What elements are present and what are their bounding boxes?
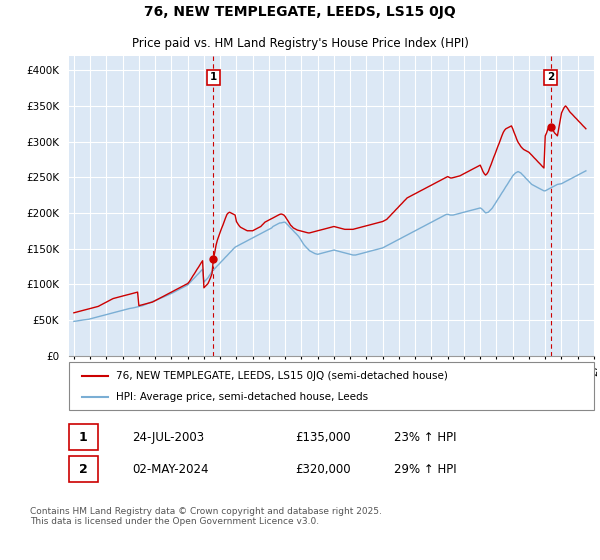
Text: 2: 2 [79, 463, 88, 476]
Text: HPI: Average price, semi-detached house, Leeds: HPI: Average price, semi-detached house,… [116, 391, 368, 402]
Text: 02-MAY-2024: 02-MAY-2024 [132, 463, 209, 476]
FancyBboxPatch shape [69, 362, 594, 410]
Text: 29% ↑ HPI: 29% ↑ HPI [395, 463, 457, 476]
Text: 23% ↑ HPI: 23% ↑ HPI [395, 431, 457, 444]
Text: Contains HM Land Registry data © Crown copyright and database right 2025.
This d: Contains HM Land Registry data © Crown c… [30, 507, 382, 526]
Text: 1: 1 [79, 431, 88, 444]
Text: 2: 2 [547, 72, 554, 82]
FancyBboxPatch shape [69, 456, 98, 482]
FancyBboxPatch shape [69, 424, 98, 450]
Text: 1: 1 [210, 72, 217, 82]
Text: 24-JUL-2003: 24-JUL-2003 [132, 431, 204, 444]
Text: Price paid vs. HM Land Registry's House Price Index (HPI): Price paid vs. HM Land Registry's House … [131, 37, 469, 50]
Text: £320,000: £320,000 [295, 463, 350, 476]
Text: 76, NEW TEMPLEGATE, LEEDS, LS15 0JQ: 76, NEW TEMPLEGATE, LEEDS, LS15 0JQ [144, 4, 456, 18]
Text: £135,000: £135,000 [295, 431, 350, 444]
Text: 76, NEW TEMPLEGATE, LEEDS, LS15 0JQ (semi-detached house): 76, NEW TEMPLEGATE, LEEDS, LS15 0JQ (sem… [116, 371, 448, 381]
